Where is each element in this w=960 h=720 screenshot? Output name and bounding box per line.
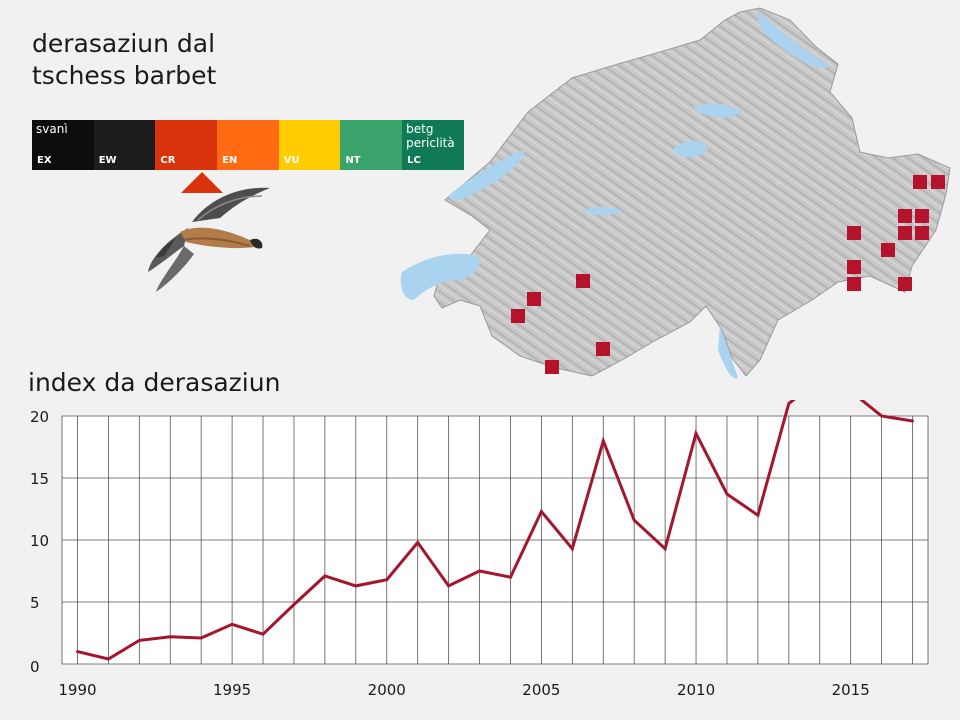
- status-marker-triangle: [181, 172, 224, 193]
- data-point: [385, 578, 389, 582]
- data-point: [354, 584, 358, 588]
- data-point: [447, 584, 451, 588]
- line-chart: 0 5 10 15 20 1990 1995 2000 2005 2010 2015: [30, 400, 929, 699]
- occurrence-marker: [545, 360, 559, 374]
- chart-title: index da derasaziun: [28, 368, 281, 397]
- title-line-2: tschess barbet: [32, 61, 217, 90]
- occurrence-marker: [847, 277, 861, 291]
- y-tick-label: 0: [30, 658, 40, 676]
- red-list-ex: svanì EX: [32, 120, 94, 170]
- occurrence-markers: [511, 175, 945, 374]
- red-list-cr: CR: [155, 120, 218, 170]
- occurrence-marker: [527, 292, 541, 306]
- occurrence-marker: [847, 226, 861, 240]
- x-tick-label: 2000: [368, 681, 406, 699]
- occurrence-marker: [898, 226, 912, 240]
- data-point: [570, 547, 574, 551]
- data-point: [230, 622, 234, 626]
- code-vu: VU: [283, 155, 300, 166]
- code-lc: LC: [407, 155, 421, 166]
- occurrence-marker: [913, 175, 927, 189]
- red-list-nt: NT: [340, 120, 403, 170]
- y-tick-label: 5: [30, 594, 40, 612]
- code-ex: EX: [37, 155, 52, 166]
- data-point: [106, 657, 110, 661]
- series-line: [77, 400, 913, 661]
- data-point: [76, 650, 79, 653]
- occurrence-marker: [847, 260, 861, 274]
- occurrence-marker: [931, 175, 945, 189]
- data-point: [880, 414, 884, 418]
- occurrence-marker: [511, 309, 525, 323]
- title-line-1: derasaziun dal: [32, 29, 216, 58]
- switzerland-map: [400, 7, 951, 379]
- data-point: [509, 575, 512, 579]
- label-not-endangered-line-2: periclità: [406, 136, 455, 150]
- code-en: EN: [222, 155, 238, 166]
- data-point: [292, 603, 296, 606]
- red-list-en: EN: [217, 120, 279, 170]
- data-point: [478, 569, 481, 573]
- occurrence-marker: [596, 342, 610, 356]
- data-point: [632, 518, 636, 522]
- label-not-endangered: betg periclità: [406, 122, 455, 150]
- data-point: [756, 513, 760, 517]
- x-tick-label: 1990: [58, 681, 96, 699]
- occurrence-marker: [576, 274, 590, 288]
- code-ew: EW: [98, 155, 117, 166]
- data-point: [911, 419, 914, 423]
- x-tick-label: 2010: [677, 681, 715, 699]
- x-tick-label: 2015: [832, 681, 870, 699]
- occurrence-marker: [898, 209, 912, 223]
- code-nt: NT: [345, 155, 361, 166]
- label-not-endangered-line-1: betg: [406, 122, 434, 136]
- x-tick-label: 2005: [522, 681, 560, 699]
- occurrence-marker: [898, 277, 912, 291]
- data-point: [787, 402, 791, 405]
- data-point: [416, 541, 420, 544]
- infographic-title: derasaziun dal tschess barbet: [32, 28, 216, 92]
- y-tick-label: 10: [30, 532, 49, 550]
- data-point: [601, 439, 605, 443]
- occurrence-marker: [881, 243, 895, 257]
- data-point: [663, 547, 667, 551]
- y-tick-label: 15: [30, 470, 49, 488]
- red-list-vu: VU: [278, 120, 341, 170]
- data-point: [137, 639, 141, 642]
- code-cr: CR: [160, 155, 176, 166]
- data-point: [261, 632, 265, 636]
- red-list-ew: EW: [93, 120, 156, 170]
- red-list-lc: betg periclità LC: [402, 120, 464, 170]
- data-point: [168, 635, 172, 639]
- data-point: [323, 574, 327, 578]
- lakes: [400, 12, 830, 379]
- occurrence-marker: [915, 209, 929, 223]
- bearded-vulture-illustration: [148, 187, 270, 292]
- data-point: [725, 492, 729, 496]
- occurrence-marker: [915, 226, 929, 240]
- data-point: [539, 510, 543, 513]
- y-tick-label: 20: [30, 408, 49, 426]
- data-point: [199, 636, 203, 640]
- x-tick-label: 1995: [213, 681, 251, 699]
- red-list-scale: svanì EX EW CR EN VU NT betg periclità LC: [32, 120, 464, 170]
- data-point: [694, 431, 698, 435]
- label-extinct: svanì: [36, 122, 68, 136]
